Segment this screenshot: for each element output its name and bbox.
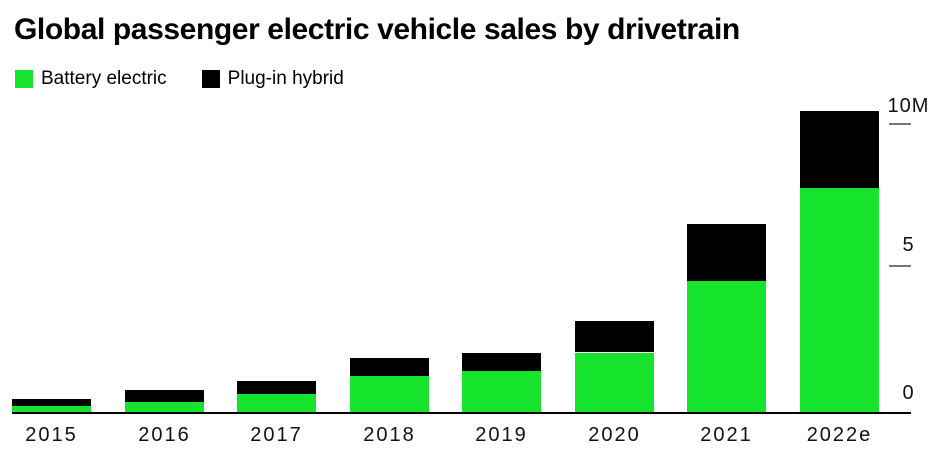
y-tick-label-5: 5 xyxy=(902,234,915,256)
bar-2016-battery-electric xyxy=(125,401,204,413)
x-axis-label-2020: 2020 xyxy=(588,424,641,446)
legend: Battery electric Plug-in hybrid xyxy=(15,68,344,90)
bar-2020-plug-in-hybrid xyxy=(575,320,654,353)
bar-2018-battery-electric xyxy=(350,375,429,413)
bar-2021-plug-in-hybrid xyxy=(687,224,766,281)
legend-item-battery-electric: Battery electric xyxy=(15,68,167,90)
plug-in-hybrid-swatch-icon xyxy=(201,70,220,88)
x-axis-label-2021: 2021 xyxy=(700,424,753,446)
x-axis-label-2022e: 2022e xyxy=(806,424,873,446)
y-tick-label-10m: 10M xyxy=(887,95,930,117)
bar-2018-plug-in-hybrid xyxy=(350,358,429,376)
battery-electric-swatch-icon xyxy=(15,70,33,88)
bar-2022e-plug-in-hybrid xyxy=(800,110,879,189)
x-axis-label-2018: 2018 xyxy=(363,424,416,446)
bar-2020-battery-electric xyxy=(575,352,654,413)
x-axis-label-2015: 2015 xyxy=(25,424,78,446)
y-tick-label-0: 0 xyxy=(902,382,915,404)
bar-2022e-battery-electric xyxy=(800,188,879,413)
bar-2017-battery-electric xyxy=(237,394,316,413)
x-axis-label-2016: 2016 xyxy=(138,424,191,446)
x-axis-label-2017: 2017 xyxy=(250,424,303,446)
bar-2019-battery-electric xyxy=(462,371,541,413)
bar-2015-plug-in-hybrid xyxy=(12,398,91,406)
bar-2019-plug-in-hybrid xyxy=(462,352,541,372)
bar-2016-plug-in-hybrid xyxy=(125,390,204,402)
legend-item-plug-in-hybrid: Plug-in hybrid xyxy=(201,68,344,90)
bar-2021-battery-electric xyxy=(687,280,766,413)
legend-label-battery-electric: Battery electric xyxy=(41,68,167,89)
legend-label-plug-in-hybrid: Plug-in hybrid xyxy=(227,68,344,89)
bar-2015-battery-electric xyxy=(12,405,91,413)
bar-2017-plug-in-hybrid xyxy=(237,381,316,395)
x-axis-label-2019: 2019 xyxy=(475,424,528,446)
y-tick-mark-5 xyxy=(889,265,911,267)
y-tick-mark-10m xyxy=(889,123,911,125)
x-axis-line xyxy=(12,412,911,414)
chart-title: Global passenger electric vehicle sales … xyxy=(14,13,740,46)
